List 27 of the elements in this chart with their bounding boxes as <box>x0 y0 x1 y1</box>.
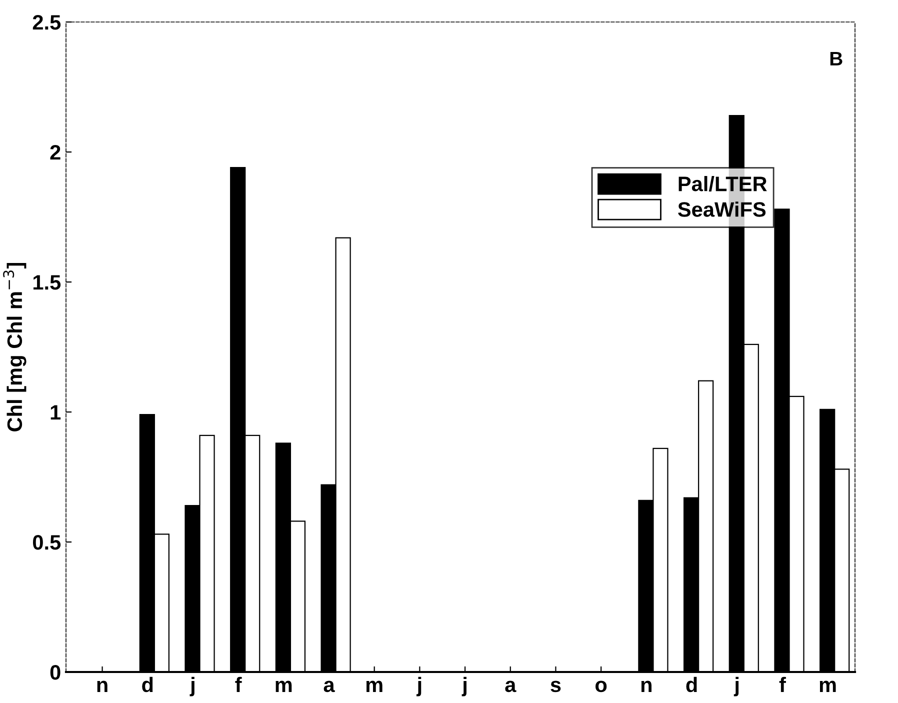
x-tick-label: s <box>550 680 561 692</box>
legend-label: SeaWiFS <box>678 202 766 217</box>
x-tick-label: j <box>416 676 422 696</box>
x-tick-label: m <box>276 680 292 692</box>
x-tick-label: n <box>97 680 108 692</box>
x-tick-label: j <box>190 676 194 696</box>
x-tick-label: m <box>820 680 836 692</box>
x-tick-label: d <box>686 676 697 692</box>
x-tick-label: d <box>142 676 153 692</box>
y-tick-label: 2 <box>50 145 60 160</box>
y-tick-label: 0 <box>50 665 60 680</box>
y-tick-label: 0.5 <box>33 535 61 550</box>
x-tick-label: f <box>235 676 242 692</box>
x-tick-label: a <box>324 680 335 692</box>
annotation: B <box>830 52 842 66</box>
y-tick-label: 1 <box>50 405 61 420</box>
y-tick-label: 2.5 <box>32 15 61 30</box>
x-tick-label: j <box>462 676 466 696</box>
x-tick-label: a <box>505 680 516 692</box>
x-tick-label: f <box>779 676 786 692</box>
x-tick-label: j <box>734 676 739 696</box>
x-tick-label: n <box>641 680 652 692</box>
x-tick-label: m <box>366 680 382 692</box>
x-tick-label: o <box>596 680 607 692</box>
legend-label: Pal/LTER <box>678 176 767 192</box>
y-tick-label: 1.5 <box>33 275 61 290</box>
y-axis-title: Chl [mg Chl m$^{−3}$] <box>3 262 26 432</box>
